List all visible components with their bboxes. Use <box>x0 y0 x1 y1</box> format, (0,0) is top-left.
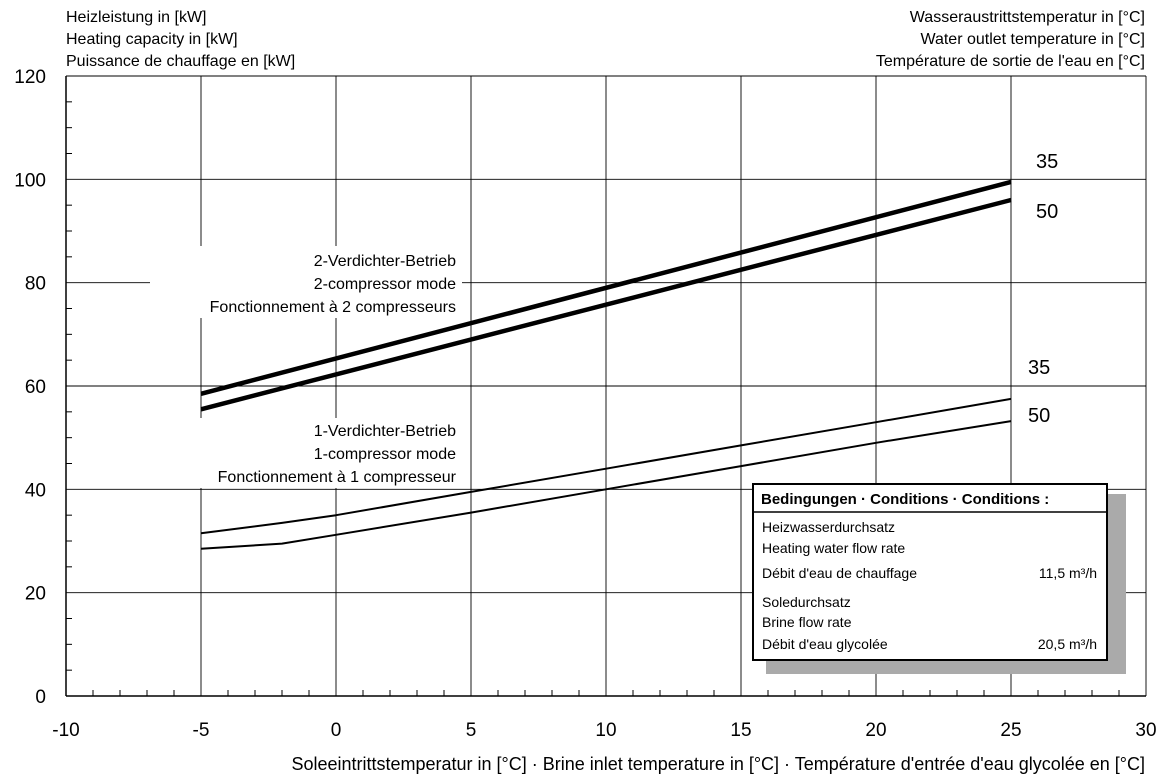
annotation-2-line-2: 2-compressor mode <box>314 276 456 293</box>
conditions-heating-line-2: Heating water flow rate <box>762 540 905 556</box>
y-tick-label-5: 100 <box>14 170 46 191</box>
tick-labels: 0 20 40 60 80 100 120 -10 -5 0 5 10 15 20 25 30 <box>14 67 1156 741</box>
y-tick-label-0: 0 <box>35 687 46 708</box>
x-tick-label-4: 10 <box>595 720 616 741</box>
x-tick-label-5: 15 <box>730 720 751 741</box>
y-tick-label-6: 120 <box>14 67 46 88</box>
conditions-heating-value: 11,5 m³/h <box>1039 565 1097 581</box>
series-line-2-compressor-35 <box>200 179 1012 396</box>
annotation-1-line-1: 1-Verdichter-Betrieb <box>314 423 456 440</box>
annotation-2-line-1: 2-Verdichter-Betrieb <box>314 253 456 270</box>
conditions-brine-line-3: Débit d'eau glycolée <box>762 636 888 652</box>
annotation-1-bg <box>160 418 462 488</box>
conditions-heating-line-1: Heizwasserdurchsatz <box>762 519 895 535</box>
minor-ticks <box>66 101 1120 696</box>
annotation-1-line-2: 1-compressor mode <box>314 446 456 463</box>
conditions-brine-line-1: Soledurchsatz <box>762 594 851 610</box>
y-tick-label-3: 60 <box>25 377 46 398</box>
conditions-brine-line-2: Brine flow rate <box>762 614 852 630</box>
x-tick-label-0: -10 <box>52 720 79 741</box>
label-2c-50: 50 <box>1036 201 1058 223</box>
header-right-line-3: Température de sortie de l'eau en [°C] <box>876 53 1145 70</box>
conditions-heating-line-3: Débit d'eau de chauffage <box>762 565 917 581</box>
y-tick-label-1: 20 <box>25 584 46 605</box>
conditions-title: Bedingungen · Conditions · Conditions : <box>761 491 1049 508</box>
x-tick-label-8: 30 <box>1135 720 1156 741</box>
x-tick-label-6: 20 <box>865 720 886 741</box>
series-group <box>200 179 1012 550</box>
annotation-2-line-3: Fonctionnement à 2 compresseurs <box>210 299 456 316</box>
header-right-line-2: Water outlet temperature in [°C] <box>920 31 1145 48</box>
series-line-1-compressor-35 <box>200 397 1012 535</box>
series-line-1-compressor-50 <box>200 420 1012 550</box>
x-tick-label-2: 0 <box>331 720 342 741</box>
series-line-2-compressor-50 <box>200 197 1012 412</box>
axes <box>65 76 1146 697</box>
header-right-line-1: Wasseraustrittstemperatur in [°C] <box>910 9 1145 26</box>
y-tick-label-2: 40 <box>25 480 46 501</box>
label-1c-35: 35 <box>1028 357 1050 379</box>
annotation-1-line-3: Fonctionnement à 1 compresseur <box>218 469 457 486</box>
label-1c-50: 50 <box>1028 405 1050 427</box>
conditions-panel <box>752 483 1108 661</box>
header-left-line-1: Heizleistung in [kW] <box>66 9 207 26</box>
x-axis-label: Soleeintrittstemperatur in [°C] · Brine … <box>291 754 1145 774</box>
x-tick-label-7: 25 <box>1000 720 1021 741</box>
conditions-brine-value: 20,5 m³/h <box>1038 636 1097 652</box>
x-tick-label-3: 5 <box>466 720 477 741</box>
conditions-box: Bedingungen · Conditions · Conditions : … <box>752 483 1126 674</box>
x-tick-label-1: -5 <box>193 720 210 741</box>
header-left-line-3: Puissance de chauffage en [kW] <box>66 53 295 70</box>
header-left-line-2: Heating capacity in [kW] <box>66 31 238 48</box>
annotation-2-bg <box>150 246 462 318</box>
y-tick-label-4: 80 <box>25 274 46 295</box>
label-2c-35: 35 <box>1036 151 1058 173</box>
